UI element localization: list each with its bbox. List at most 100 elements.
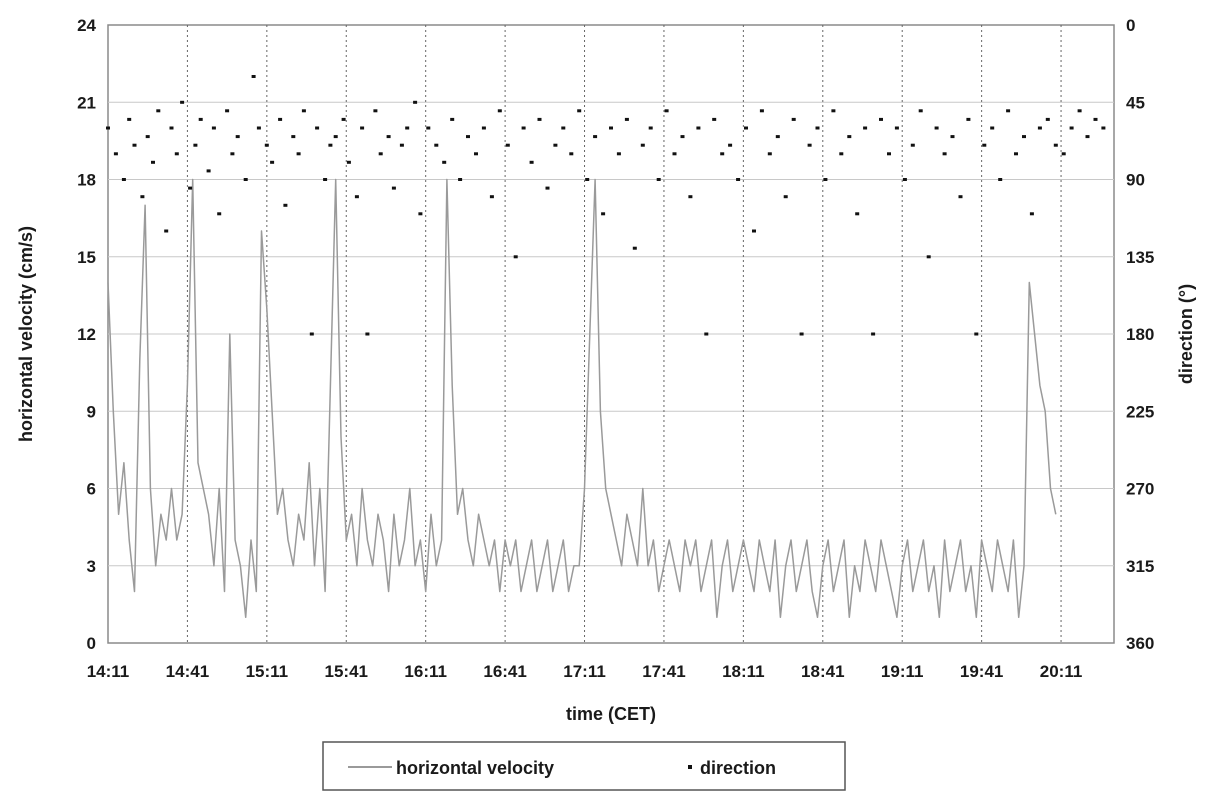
direction-point xyxy=(942,152,947,156)
direction-point xyxy=(513,255,518,259)
left-y-tick-label: 15 xyxy=(77,248,96,267)
direction-point xyxy=(1029,212,1034,216)
legend-direction-swatch xyxy=(688,765,692,769)
direction-point xyxy=(301,109,306,113)
direction-point xyxy=(188,186,193,190)
x-tick-label: 18:11 xyxy=(722,662,765,681)
direction-point xyxy=(1022,135,1026,139)
legend: horizontal velocity direction xyxy=(322,741,846,791)
direction-point xyxy=(333,135,338,139)
direction-point xyxy=(481,126,486,130)
left-y-tick-label: 6 xyxy=(87,480,96,499)
direction-point xyxy=(616,152,621,156)
direction-point xyxy=(759,109,764,113)
direction-point xyxy=(169,126,174,130)
legend-velocity-label: horizontal velocity xyxy=(396,758,554,778)
direction-point xyxy=(365,332,370,336)
direction-point xyxy=(256,126,261,130)
direction-point xyxy=(206,169,211,173)
right-y-tick-label: 0 xyxy=(1126,16,1135,35)
direction-point xyxy=(894,126,899,130)
direction-point xyxy=(569,152,574,156)
direction-point xyxy=(151,160,155,164)
direction-point xyxy=(577,109,582,113)
direction-point xyxy=(585,178,590,181)
direction-point xyxy=(140,195,145,199)
legend-direction-label: direction xyxy=(700,758,776,778)
direction-point xyxy=(113,152,118,156)
left-y-tick-label: 21 xyxy=(77,93,96,112)
direction-point xyxy=(505,143,510,147)
left-y-tick-label: 0 xyxy=(87,634,96,653)
direction-point xyxy=(791,117,796,121)
legend-box xyxy=(322,741,846,791)
direction-point xyxy=(720,152,725,156)
direction-point xyxy=(926,255,931,259)
direction-point xyxy=(910,143,915,147)
direction-point xyxy=(373,109,378,113)
direction-point xyxy=(648,126,653,130)
right-y-tick-label: 135 xyxy=(1126,248,1154,267)
right-y-tick-label: 315 xyxy=(1126,557,1154,576)
x-tick-label: 18:41 xyxy=(801,662,844,681)
x-axis-title: time (CET) xyxy=(566,704,656,724)
direction-point xyxy=(198,117,203,121)
direction-point xyxy=(346,160,351,164)
left-y-tick-label: 12 xyxy=(77,325,96,344)
direction-point xyxy=(1014,152,1018,156)
x-tick-label: 15:11 xyxy=(246,662,289,681)
direction-point xyxy=(450,117,455,121)
x-tick-label: 16:11 xyxy=(404,662,447,681)
direction-point xyxy=(593,135,598,139)
direction-point xyxy=(399,143,404,147)
direction-point xyxy=(990,126,995,130)
direction-point xyxy=(974,332,979,336)
direction-point xyxy=(1053,143,1058,147)
direction-point xyxy=(442,160,447,164)
direction-point xyxy=(405,126,410,130)
direction-point xyxy=(1085,135,1090,139)
direction-point xyxy=(561,126,566,130)
direction-point xyxy=(815,126,820,130)
direction-point xyxy=(537,117,542,121)
direction-point xyxy=(998,178,1003,181)
direction-point xyxy=(270,160,275,164)
direction-point xyxy=(230,152,235,156)
x-tick-label: 14:41 xyxy=(166,662,209,681)
direction-point xyxy=(624,117,629,121)
direction-point xyxy=(934,126,939,130)
direction-point xyxy=(712,117,717,121)
left-y-tick-label: 18 xyxy=(77,171,96,190)
direction-point xyxy=(688,195,693,199)
direction-point xyxy=(174,152,179,156)
direction-point xyxy=(521,126,526,130)
direction-point xyxy=(680,135,685,139)
direction-point xyxy=(458,178,463,181)
direction-point xyxy=(1101,126,1106,130)
x-tick-label: 16:41 xyxy=(483,662,526,681)
direction-point xyxy=(656,178,661,181)
direction-point xyxy=(704,332,709,336)
direction-point xyxy=(887,152,891,156)
direction-point xyxy=(847,135,852,139)
direction-point xyxy=(736,178,741,181)
direction-point xyxy=(378,152,383,156)
direction-point xyxy=(696,126,701,130)
left-y-tick-label: 3 xyxy=(87,557,96,576)
direction-point xyxy=(966,117,971,121)
direction-point xyxy=(609,126,613,130)
direction-point xyxy=(156,109,161,113)
direction-point xyxy=(354,195,359,199)
direction-point xyxy=(474,152,478,156)
direction-point xyxy=(744,126,748,130)
x-tick-label: 15:41 xyxy=(325,662,368,681)
direction-point xyxy=(879,117,883,121)
direction-point xyxy=(121,178,126,181)
direction-point xyxy=(640,143,645,147)
series-direction xyxy=(106,75,1106,336)
right-y-tick-label: 270 xyxy=(1126,480,1154,499)
direction-point xyxy=(632,246,637,250)
direction-point xyxy=(328,143,333,147)
direction-point xyxy=(264,143,269,147)
